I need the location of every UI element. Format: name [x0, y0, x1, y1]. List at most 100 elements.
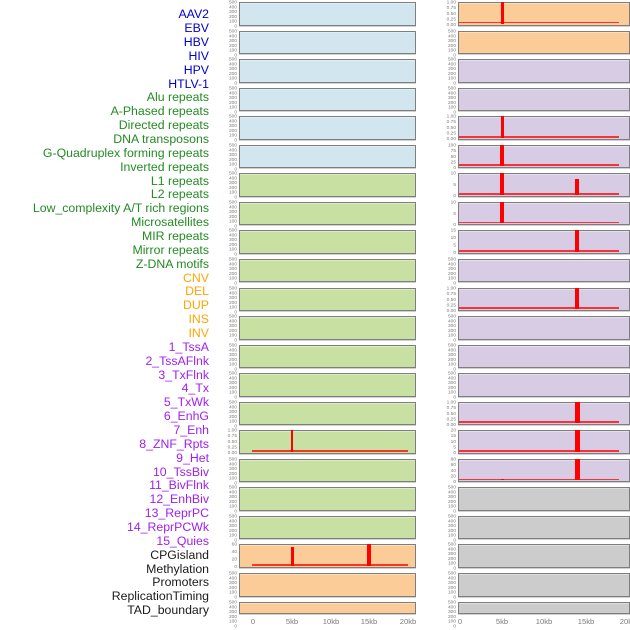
y-tick: 200	[228, 385, 237, 391]
facet-panel-EBV	[238, 30, 416, 55]
y-tick: 0.25	[446, 302, 456, 308]
signal-spike	[500, 479, 504, 481]
track-label-3_TxFlnk: 3_TxFlnk	[158, 367, 209, 382]
y-axis-Low_complexity A/T rich regions: 500 400 300 200 100 0	[211, 400, 236, 429]
facet-panel-L2 repeats	[238, 373, 416, 397]
y-tick: 300	[447, 522, 456, 529]
y-tick: 0	[233, 23, 237, 29]
track-label-2_TssAFlnk: 2_TssAFlnk	[145, 353, 209, 368]
track-label-6_EnhG: 6_EnhG	[163, 409, 209, 424]
facet-panel-14_ReprPCWk	[457, 430, 630, 454]
y-tick: 1.00	[446, 399, 456, 405]
y-axis-3_TxFlnk: 1.00 0.75 0.50 0.25 0.00	[430, 114, 456, 142]
y-tick: 0	[452, 222, 456, 228]
track-label-ReplicationTiming: ReplicationTiming	[111, 589, 209, 604]
signal-spike	[575, 230, 580, 252]
y-tick: 0	[233, 623, 237, 629]
facet-panel-Methylation	[457, 515, 630, 540]
y-tick: 100	[228, 504, 237, 510]
track-label-Inverted repeats: Inverted repeats	[120, 159, 209, 174]
signal-baseline	[251, 449, 408, 452]
y-tick: 0	[452, 508, 456, 515]
track-label-10_TssBiv: 10_TssBiv	[152, 464, 209, 479]
y-tick: 0	[233, 166, 237, 172]
y-tick: 300	[228, 151, 237, 158]
y-tick: 20	[231, 557, 237, 563]
y-tick: 0	[233, 251, 237, 258]
y-tick: 200	[447, 527, 456, 534]
y-tick: 100	[447, 532, 456, 539]
y-tick: 300	[228, 94, 237, 101]
y-tick: 0.75	[446, 404, 456, 411]
y-axis-DNA transposons: 500 400 300 200 100 0	[211, 257, 237, 286]
x-tick-label: 5kb	[495, 617, 508, 626]
y-tick: 40	[231, 549, 237, 555]
facet-panel-10_TssBiv	[457, 316, 630, 340]
signal-spike	[291, 430, 294, 452]
y-tick: 5	[452, 210, 456, 217]
track-label-EBV: EBV	[184, 21, 209, 36]
y-axis-ReplicationTiming: 500 400 300 200 100 0	[430, 570, 456, 600]
y-tick: 100	[228, 389, 237, 396]
y-tick: 200	[228, 156, 237, 163]
y-axis-5_TxWk: 10 5 0	[430, 171, 455, 199]
y-axis-EBV: 500 400 300 200 100 0	[211, 28, 236, 57]
y-tick: 400	[228, 4, 237, 10]
y-tick: 100	[228, 332, 237, 339]
y-tick: 100	[228, 218, 237, 225]
y-tick: 500	[228, 484, 237, 491]
track-label-8_ZNF_Rpts: 8_ZNF_Rpts	[139, 436, 209, 451]
track-label-CPGisland: CPGisland	[150, 547, 209, 562]
y-tick: 200	[228, 527, 237, 534]
y-tick: 500	[447, 370, 456, 377]
y-tick: 300	[228, 266, 237, 272]
y-tick: 500	[447, 570, 456, 576]
y-axis-CPGisland: 500 400 300 200 100 0	[430, 485, 456, 515]
y-tick: 0	[233, 80, 237, 87]
facet-panel-DUP	[238, 601, 416, 615]
facet-panel-Microsatellites	[238, 430, 416, 454]
y-tick: 400	[447, 546, 456, 553]
track-label-5_TxWk: 5_TxWk	[163, 395, 209, 410]
y-tick: 0	[452, 594, 456, 600]
y-tick: 0	[233, 394, 237, 401]
y-tick: 400	[228, 89, 237, 96]
y-tick: 100	[228, 532, 237, 539]
y-tick: 500	[447, 56, 456, 63]
y-tick: 0	[452, 394, 456, 401]
y-tick: 100	[447, 561, 456, 567]
y-tick: 0.25	[446, 130, 456, 137]
y-tick: 500	[228, 513, 237, 519]
signal-spike	[574, 430, 580, 452]
track-label-Mirror repeats: Mirror repeats	[132, 242, 209, 257]
y-tick: 0	[233, 308, 237, 315]
facet-panel-DNA transposons	[238, 258, 416, 283]
facet-panel-12_EnhBiv	[457, 373, 630, 397]
y-tick: 300	[228, 123, 237, 129]
signal-spike	[500, 2, 504, 24]
y-tick: 0	[233, 537, 237, 543]
facet-panel-Promoters	[457, 544, 630, 568]
facet-panel-HBV	[238, 59, 416, 83]
y-tick: 500	[447, 342, 456, 348]
y-tick: 0.00	[446, 307, 456, 314]
y-tick: 500	[228, 56, 237, 63]
y-tick: 200	[228, 242, 237, 248]
y-tick: 400	[228, 289, 237, 296]
y-tick: 300	[447, 351, 456, 358]
track-label-14_ReprPCWk: 14_ReprPCWk	[126, 519, 209, 534]
y-tick: 400	[228, 461, 237, 467]
y-tick: 1.00	[446, 285, 456, 291]
track-label-15_Quies: 15_Quies	[156, 533, 209, 548]
y-axis-A-Phased repeats: 500 400 300 200 100 0	[211, 200, 237, 229]
y-tick: 400	[447, 489, 456, 496]
y-tick: 300	[447, 580, 456, 586]
y-tick: 1.00	[446, 0, 456, 5]
y-axis-INS: 1.00 0.75 0.50 0.25 0.00	[430, 0, 456, 28]
y-tick: 300	[447, 380, 456, 386]
y-tick: 300	[447, 266, 456, 272]
y-tick: 500	[228, 370, 237, 377]
y-axis-Directed repeats: 500 400 300 200 100 0	[211, 228, 237, 258]
y-tick: 300	[228, 66, 237, 72]
y-tick: 200	[447, 70, 456, 77]
